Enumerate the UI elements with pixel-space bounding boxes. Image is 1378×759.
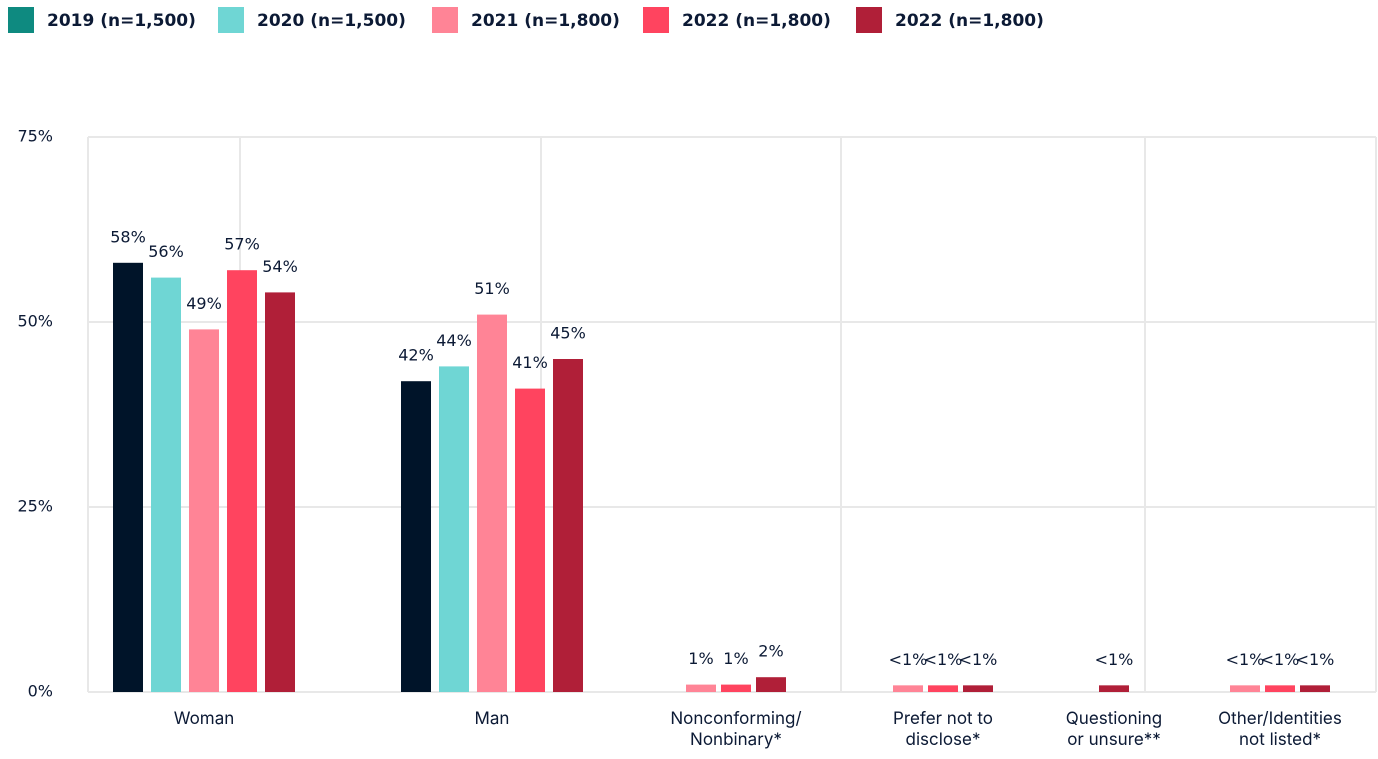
value-label: <1% <box>924 650 963 669</box>
value-label: 49% <box>186 294 222 313</box>
bar <box>1099 685 1129 692</box>
x-tick-label: Other/Identities not listed* <box>1218 709 1342 750</box>
bar <box>553 359 583 692</box>
y-tick-label: 50% <box>17 312 53 331</box>
value-label: <1% <box>1296 650 1335 669</box>
bar <box>515 388 545 692</box>
x-tick-label: Nonconforming/ Nonbinary* <box>670 709 802 750</box>
x-tick-label: Prefer not to disclose* <box>893 709 993 750</box>
bar <box>893 685 923 692</box>
x-tick-label: Woman <box>173 709 235 729</box>
bar <box>227 270 257 692</box>
value-label: <1% <box>1095 650 1134 669</box>
bar <box>265 292 295 692</box>
bar <box>477 314 507 692</box>
y-tick-label: 0% <box>28 682 53 701</box>
legend-swatch <box>8 7 34 33</box>
bar <box>686 684 716 692</box>
value-label: <1% <box>1226 650 1265 669</box>
value-label: 58% <box>110 227 146 246</box>
legend-label: 2020 (n=1,500) <box>257 11 406 31</box>
x-tick-label: Questioning or unsure** <box>1065 709 1163 750</box>
bar <box>151 277 181 692</box>
value-label: 1% <box>723 649 748 668</box>
value-label: 41% <box>512 353 548 372</box>
legend-swatch <box>218 7 244 33</box>
value-label: 51% <box>474 279 510 298</box>
x-tick-label: Man <box>474 709 510 729</box>
value-label: 45% <box>550 324 586 343</box>
legend-swatch <box>643 7 669 33</box>
value-label: <1% <box>1261 650 1300 669</box>
value-label: 56% <box>148 242 184 261</box>
bar <box>439 366 469 692</box>
value-label: 1% <box>688 649 713 668</box>
value-label: <1% <box>959 650 998 669</box>
value-label: 57% <box>224 235 260 254</box>
legend-label: 2021 (n=1,800) <box>471 11 620 31</box>
value-label: 42% <box>398 346 434 365</box>
value-label: <1% <box>889 650 928 669</box>
value-label: 2% <box>758 642 783 661</box>
bar <box>756 677 786 692</box>
bar <box>189 329 219 692</box>
bar <box>963 685 993 692</box>
bar <box>113 262 143 692</box>
legend-label: 2019 (n=1,500) <box>47 11 196 31</box>
bar <box>721 684 751 692</box>
bar <box>1230 685 1260 692</box>
value-label: 54% <box>262 257 298 276</box>
bar <box>401 381 431 692</box>
bar <box>928 685 958 692</box>
legend-swatch <box>856 7 882 33</box>
y-tick-label: 25% <box>17 497 53 516</box>
y-tick-label: 75% <box>17 127 53 146</box>
bar <box>1265 685 1295 692</box>
legend-swatch <box>432 7 458 33</box>
legend-label: 2022 (n=1,800) <box>682 11 831 31</box>
legend-label: 2022 (n=1,800) <box>895 11 1044 31</box>
bar <box>1300 685 1330 692</box>
value-label: 44% <box>436 331 472 350</box>
